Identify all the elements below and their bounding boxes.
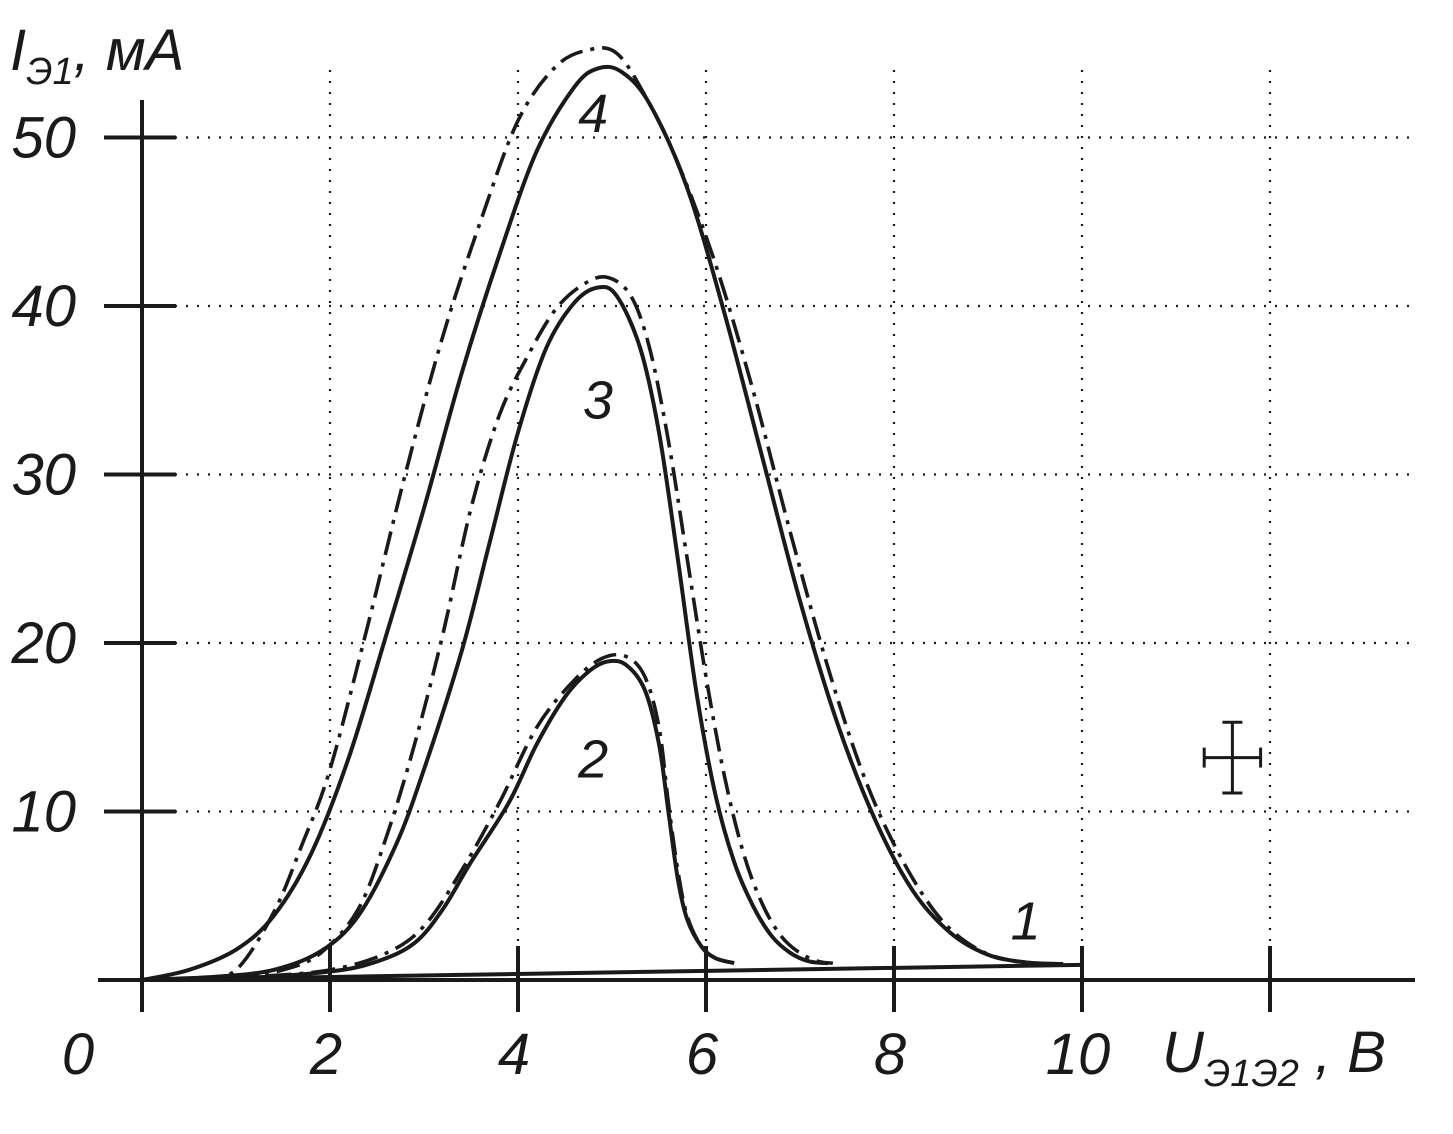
curve-label-3: 3 bbox=[583, 371, 613, 431]
y-tick-label: 50 bbox=[11, 106, 76, 171]
x-tick-label: 10 bbox=[1046, 1022, 1111, 1087]
curve-4-dashdot bbox=[197, 46, 1054, 982]
y-axis-title: IЭ1, мА bbox=[10, 18, 184, 93]
curve-2-dashdot bbox=[179, 652, 735, 982]
x-tick-label: 4 bbox=[498, 1022, 530, 1087]
y-tick-label: 10 bbox=[11, 780, 76, 845]
curve-label-4: 4 bbox=[578, 84, 608, 144]
axes-layer bbox=[98, 100, 1415, 1012]
y-tick-label: 20 bbox=[10, 611, 76, 676]
y-tick-label: 40 bbox=[11, 274, 76, 339]
x-tick-label: 6 bbox=[686, 1022, 719, 1087]
curve-4-solid bbox=[141, 64, 1064, 982]
labels-layer: 0 2 4 6 8 10 10 20 30 40 50 IЭ1, мА UЭ1Э2 , В 1 2 3 4 bbox=[10, 18, 1386, 1095]
x-tick-label: 8 bbox=[874, 1022, 906, 1087]
curve-3-solid bbox=[141, 284, 829, 982]
x-tick-label: 0 bbox=[62, 1022, 94, 1087]
x-tick-label: 2 bbox=[309, 1022, 342, 1087]
curve-2-solid bbox=[141, 658, 735, 982]
curve-1-solid bbox=[141, 962, 1083, 982]
curve-3-dashdot bbox=[188, 275, 834, 982]
y-tick-label: 30 bbox=[11, 443, 76, 508]
series-layer bbox=[141, 46, 1263, 982]
x-axis-title: UЭ1Э2 , В bbox=[1162, 1020, 1386, 1095]
curve-label-2: 2 bbox=[577, 730, 608, 790]
curve-label-1: 1 bbox=[1011, 891, 1041, 951]
